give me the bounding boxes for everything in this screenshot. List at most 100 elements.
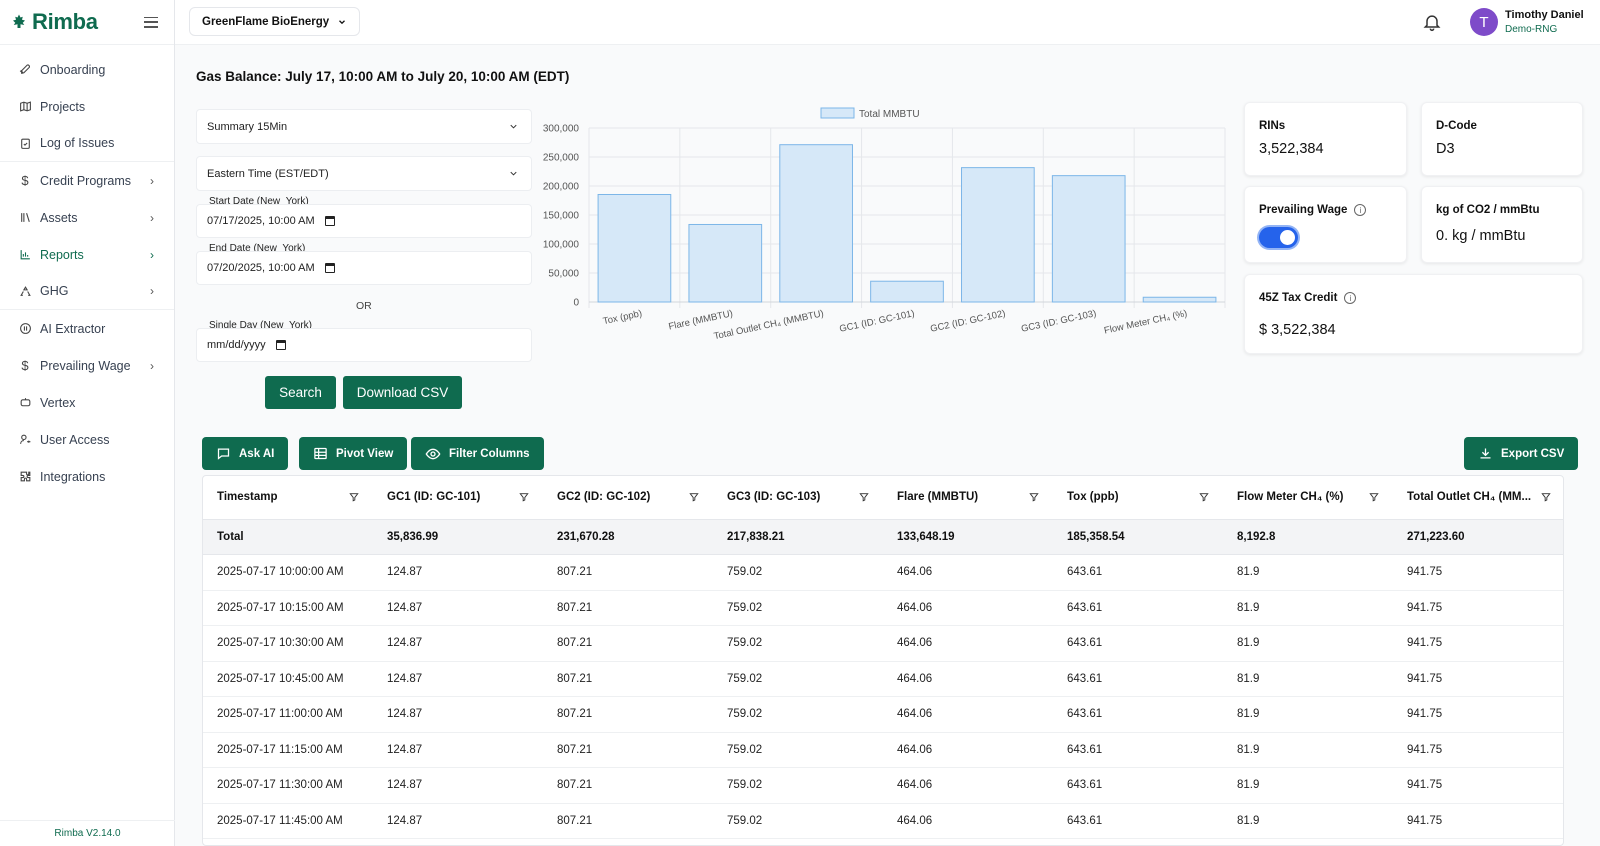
org-select[interactable]: GreenFlame BioEnergy bbox=[189, 7, 361, 36]
single-day-input[interactable]: mm/dd/yyyy bbox=[196, 328, 532, 362]
table-cell: 643.61 bbox=[1053, 767, 1223, 804]
table-row[interactable]: 2025-07-17 10:15:00 AM 124.87 807.21 759.02… bbox=[203, 590, 1563, 626]
rins-value: 3,522,384 bbox=[1259, 141, 1324, 157]
tax-credit-card: 45Z Tax Credit i $ 3,522,384 bbox=[1244, 274, 1583, 354]
legend-swatch bbox=[820, 107, 855, 119]
calendar-icon[interactable] bbox=[324, 263, 335, 273]
info-icon[interactable]: i bbox=[1344, 292, 1357, 304]
chevron-right-icon: › bbox=[150, 358, 154, 373]
chevron-down-icon bbox=[510, 171, 517, 176]
table-row[interactable]: 2025-07-17 11:30:00 AM 124.87 807.21 759.02… bbox=[203, 767, 1563, 804]
sidebar-item-onboarding[interactable]: Onboarding bbox=[0, 51, 174, 88]
start-date-input[interactable]: 07/17/2025, 10:00 AM bbox=[196, 204, 532, 238]
calendar-icon[interactable] bbox=[324, 216, 335, 226]
filter-icon[interactable] bbox=[1363, 492, 1379, 502]
sidebar-item-ai-extractor[interactable]: AI Extractor bbox=[0, 310, 174, 347]
column-header[interactable]: GC1 (ID: GC-101) bbox=[373, 476, 543, 520]
column-header[interactable]: GC2 (ID: GC-102) bbox=[543, 476, 713, 520]
column-header[interactable]: Tox (ppb) bbox=[1053, 476, 1223, 520]
column-header[interactable]: Timestamp bbox=[203, 476, 373, 520]
interval-select[interactable]: Summary 15Min bbox=[196, 109, 532, 144]
table-cell: 81.9 bbox=[1223, 732, 1393, 768]
table-cell: 759.02 bbox=[713, 732, 883, 768]
sidebar-item-ghg[interactable]: GHG › bbox=[0, 273, 174, 310]
table-cell: 643.61 bbox=[1053, 732, 1223, 768]
export-csv-button[interactable]: Export CSV bbox=[1464, 437, 1579, 470]
rocket-icon bbox=[18, 63, 32, 77]
sidebar-item-prevailing-wage[interactable]: $ Prevailing Wage › bbox=[0, 347, 174, 384]
calendar-icon[interactable] bbox=[275, 340, 286, 350]
table-cell: 124.87 bbox=[373, 696, 543, 733]
filter-icon[interactable] bbox=[513, 492, 529, 502]
table-cell: 759.02 bbox=[713, 625, 883, 662]
bar-chart-icon bbox=[18, 248, 32, 262]
table-row[interactable]: 2025-07-17 11:00:00 AM 124.87 807.21 759.02… bbox=[203, 696, 1563, 733]
end-date-input[interactable]: 07/20/2025, 10:00 AM bbox=[196, 251, 532, 285]
chevron-right-icon: › bbox=[150, 173, 154, 188]
table-cell: 759.02 bbox=[713, 767, 883, 804]
column-header[interactable]: Flare (MMBTU) bbox=[883, 476, 1053, 520]
filter-icon[interactable] bbox=[1535, 492, 1551, 502]
filter-columns-button[interactable]: Filter Columns bbox=[411, 437, 544, 470]
library-icon bbox=[18, 211, 32, 225]
filter-columns-label: Filter Columns bbox=[449, 447, 530, 460]
sidebar-item-credit-programs[interactable]: $ Credit Programs › bbox=[0, 162, 174, 199]
table-row[interactable]: 2025-07-17 11:15:00 AM 124.87 807.21 759.02… bbox=[203, 732, 1563, 768]
table-cell: 124.87 bbox=[373, 554, 543, 591]
table-row[interactable]: 2025-07-17 10:30:00 AM 124.87 807.21 759.02… bbox=[203, 625, 1563, 662]
column-header[interactable]: Total Outlet CH₄ (MM... bbox=[1393, 476, 1563, 520]
kg-co2-value: 0. kg / mmBtu bbox=[1436, 228, 1526, 244]
filter-icon[interactable] bbox=[1023, 492, 1039, 502]
column-header-label: GC2 (ID: GC-102) bbox=[557, 491, 651, 504]
table-cell: 643.61 bbox=[1053, 661, 1223, 697]
table-cell: 81.9 bbox=[1223, 590, 1393, 626]
column-header-label: Total Outlet CH₄ (MM... bbox=[1407, 491, 1532, 504]
sidebar-item-label: Vertex bbox=[40, 395, 76, 410]
filter-icon[interactable] bbox=[343, 492, 359, 502]
sidebar-item-assets[interactable]: Assets › bbox=[0, 199, 174, 236]
table-cell: 464.06 bbox=[883, 767, 1053, 804]
pivot-view-label: Pivot View bbox=[336, 447, 394, 460]
table-row[interactable]: 2025-07-17 11:45:00 AM 124.87 807.21 759.02… bbox=[203, 803, 1563, 839]
single-day-value: mm/dd/yyyy bbox=[207, 339, 266, 351]
bell-icon[interactable] bbox=[1422, 12, 1442, 32]
table-row[interactable]: 2025-07-17 10:00:00 AM 124.87 807.21 759.02… bbox=[203, 554, 1563, 591]
dollar-icon: $ bbox=[21, 173, 29, 188]
table-cell: 124.87 bbox=[373, 732, 543, 768]
filter-icon[interactable] bbox=[683, 492, 699, 502]
y-tick-label: 100,000 bbox=[543, 240, 580, 251]
table-cell: 759.02 bbox=[713, 803, 883, 839]
sidebar-item-integrations[interactable]: Integrations bbox=[0, 458, 174, 495]
avatar[interactable]: T bbox=[1470, 8, 1498, 36]
table-cell: 2025-07-17 11:00:00 AM bbox=[203, 696, 373, 733]
info-icon[interactable]: i bbox=[1354, 204, 1367, 216]
table-cell: 464.06 bbox=[883, 803, 1053, 839]
logo[interactable]: Rimba bbox=[10, 9, 98, 35]
sidebar-item-log-of-issues[interactable]: Log of Issues bbox=[0, 125, 174, 162]
sidebar-item-projects[interactable]: Projects bbox=[0, 88, 174, 125]
filter-icon[interactable] bbox=[853, 492, 869, 502]
sidebar-item-label: Onboarding bbox=[40, 62, 106, 77]
end-date-value: 07/20/2025, 10:00 AM bbox=[207, 262, 315, 274]
table-cell: 81.9 bbox=[1223, 625, 1393, 662]
prevailing-wage-toggle[interactable] bbox=[1259, 227, 1298, 248]
column-header[interactable]: Flow Meter CH₄ (%) bbox=[1223, 476, 1393, 520]
search-button[interactable]: Search bbox=[265, 376, 336, 409]
ask-ai-button[interactable]: Ask AI bbox=[202, 437, 289, 470]
sidebar-item-user-access[interactable]: User Access bbox=[0, 421, 174, 458]
download-csv-button[interactable]: Download CSV bbox=[343, 376, 462, 409]
filter-icon[interactable] bbox=[1193, 492, 1209, 502]
table-cell: 807.21 bbox=[543, 661, 713, 697]
menu-icon[interactable] bbox=[144, 16, 158, 28]
sidebar-item-label: Reports bbox=[40, 247, 84, 262]
sidebar-item-vertex[interactable]: Vertex bbox=[0, 384, 174, 421]
sidebar-item-label: User Access bbox=[40, 432, 110, 447]
pivot-view-button[interactable]: Pivot View bbox=[299, 437, 408, 470]
timezone-select[interactable]: Eastern Time (EST/EDT) bbox=[196, 156, 532, 191]
table-cell: 643.61 bbox=[1053, 554, 1223, 591]
sidebar-item-reports[interactable]: Reports › bbox=[0, 236, 174, 273]
table-row[interactable]: 2025-07-17 10:45:00 AM 124.87 807.21 759.02… bbox=[203, 661, 1563, 697]
column-header[interactable]: GC3 (ID: GC-103) bbox=[713, 476, 883, 520]
brand-name: Rimba bbox=[32, 9, 98, 34]
column-header-label: GC3 (ID: GC-103) bbox=[727, 491, 821, 504]
